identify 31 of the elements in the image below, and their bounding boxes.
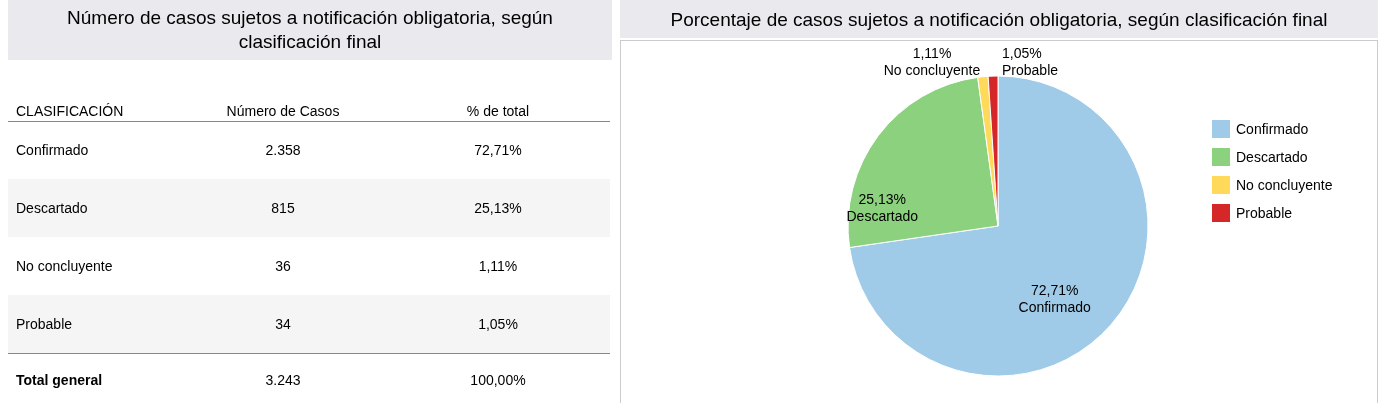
legend-label: Probable bbox=[1236, 205, 1293, 221]
legend-label: Confirmado bbox=[1236, 121, 1309, 137]
slice-label: No concluyente bbox=[883, 62, 981, 78]
category-label: Probable bbox=[16, 316, 73, 332]
data-label: 1,05% bbox=[1002, 45, 1042, 61]
text: 3.243 bbox=[265, 372, 301, 388]
text: Número de Casos bbox=[226, 103, 340, 119]
data-label: 36 bbox=[275, 258, 291, 274]
category-label: No concluyente bbox=[16, 258, 113, 274]
data-label: 34 bbox=[275, 316, 291, 332]
data-label: 1,11% bbox=[912, 45, 952, 61]
data-label: 1,11% bbox=[478, 258, 518, 274]
category-label: Confirmado bbox=[16, 142, 89, 158]
text: Número de casos sujetos a notificación obligatoria, según clasificación final bbox=[67, 7, 553, 52]
data-label: 25,13% bbox=[474, 200, 522, 216]
text: Total general bbox=[16, 372, 103, 388]
data-label: 72,71% bbox=[474, 142, 522, 158]
legend-label: No concluyente bbox=[1236, 177, 1333, 193]
slice-label: Confirmado bbox=[1018, 299, 1092, 316]
chart-title: Porcentaje de casos sujetos a notificación obligatoria, según clasificación final bbox=[670, 9, 1328, 30]
category-label: Descartado bbox=[16, 200, 88, 216]
text: CLASIFICACIÓN bbox=[16, 103, 124, 119]
data-label: 25,13% bbox=[858, 191, 907, 208]
text: 100,00% bbox=[470, 372, 526, 388]
slice-label: Probable bbox=[1002, 62, 1059, 78]
text: % de total bbox=[466, 103, 530, 119]
data-label: 2.358 bbox=[265, 142, 301, 158]
data-label: 815 bbox=[271, 200, 295, 216]
legend-label: Descartado bbox=[1236, 149, 1308, 165]
data-label: 1,05% bbox=[478, 316, 518, 332]
data-label: 72,71% bbox=[1030, 282, 1079, 299]
